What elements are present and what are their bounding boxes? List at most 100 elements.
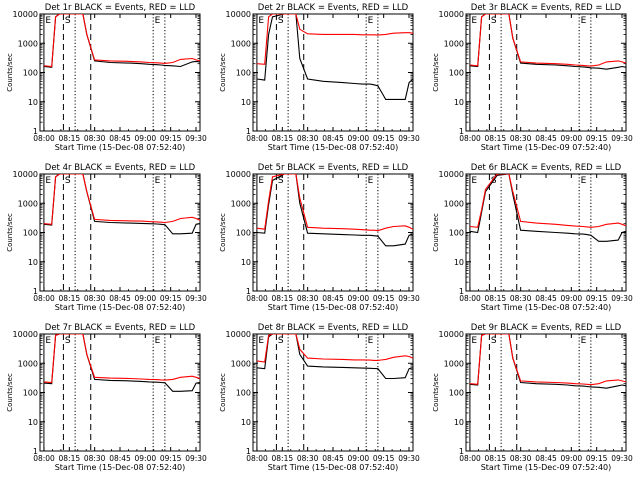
time-marker-label: S [65, 176, 71, 186]
plot-frame [252, 333, 414, 452]
y-tick-label: 100 [236, 69, 251, 78]
plot-frame [252, 173, 414, 292]
x-tick-label: 08:30 [84, 294, 106, 303]
x-tick-label: 09:15 [373, 134, 395, 143]
x-tick-label: 08:30 [510, 454, 532, 463]
plot-frame [252, 13, 414, 132]
y-tick-label: 10 [28, 418, 38, 427]
lld-series-line [43, 334, 200, 384]
y-axis-label: Counts/sec [219, 53, 227, 92]
x-tick-label: 09:15 [586, 454, 608, 463]
events-series-line [469, 14, 626, 70]
y-tick-label: 10 [241, 98, 251, 107]
x-tick-label: 08:30 [510, 134, 532, 143]
x-tick-label: 08:15 [272, 454, 294, 463]
x-tick-label: 08:00 [33, 294, 55, 303]
time-marker-label: S [491, 16, 497, 26]
time-marker-label: E [471, 336, 477, 346]
time-marker-label: E [471, 16, 477, 26]
x-tick-label: 08:45 [535, 454, 557, 463]
events-series-line [256, 334, 413, 380]
events-series-line [256, 14, 413, 100]
x-tick-label: 08:30 [297, 134, 319, 143]
y-tick-label: 100 [449, 389, 464, 398]
time-marker-label: E [368, 336, 374, 346]
det-panel-1: Det 1r BLACK = Events, RED = LLD 1 10 100 10… [6, 3, 207, 152]
x-tick-label: 08:00 [459, 134, 481, 143]
y-tick-label: 10 [454, 418, 464, 427]
x-tick-label: 08:00 [459, 294, 481, 303]
time-marker-label: S [491, 336, 497, 346]
plot-frame [465, 13, 627, 132]
y-tick-label: 1 [459, 127, 464, 136]
y-tick-label: 1000 [18, 39, 38, 48]
y-tick-label: 100 [236, 229, 251, 238]
x-tick-label: 09:15 [160, 134, 182, 143]
events-series-line [469, 334, 626, 389]
lld-series-line [256, 174, 413, 232]
time-marker-label: E [155, 336, 161, 346]
y-tick-label: 100 [23, 389, 38, 398]
time-marker-label: E [258, 16, 264, 26]
y-tick-label: 1000 [231, 359, 251, 368]
x-tick-label: 08:30 [297, 294, 319, 303]
lld-series-line [469, 14, 626, 67]
y-tick-label: 10 [28, 98, 38, 107]
y-tick-label: 10 [454, 258, 464, 267]
x-tick-label: 08:00 [246, 294, 268, 303]
y-tick-label: 10000 [13, 170, 38, 179]
x-tick-label: 08:45 [109, 294, 131, 303]
x-axis-label: Start Time (15-Dec-08 07:52:40) [55, 303, 186, 312]
x-tick-label: 09:30 [398, 134, 420, 143]
y-tick-label: 1000 [18, 199, 38, 208]
time-marker-label: E [581, 176, 587, 186]
y-tick-label: 10000 [226, 330, 251, 339]
events-series-line [256, 174, 413, 247]
x-tick-label: 08:15 [59, 134, 81, 143]
panel-title: Det 5r BLACK = Events, RED = LLD [258, 163, 409, 173]
x-tick-label: 09:15 [160, 294, 182, 303]
y-tick-label: 1 [33, 447, 38, 456]
det-panel-3: Det 3r BLACK = Events, RED = LLD 1 10 100 10… [432, 3, 633, 152]
x-tick-label: 09:30 [398, 454, 420, 463]
x-tick-label: 09:15 [160, 454, 182, 463]
x-tick-label: 08:00 [33, 134, 55, 143]
x-tick-label: 09:30 [185, 134, 207, 143]
x-axis-label: Start Time (15-Dec-08 07:52:40) [55, 143, 186, 152]
x-tick-label: 09:30 [398, 294, 420, 303]
x-tick-label: 09:00 [348, 294, 370, 303]
x-tick-label: 08:45 [535, 294, 557, 303]
time-marker-label: E [258, 176, 264, 186]
x-tick-label: 08:45 [322, 294, 344, 303]
time-marker-label: S [491, 176, 497, 186]
det-panel-8: Det 8r BLACK = Events, RED = LLD 1 10 100 10… [219, 323, 420, 472]
y-tick-label: 1000 [444, 199, 464, 208]
det-panel-7: Det 7r BLACK = Events, RED = LLD 1 10 100 10… [6, 323, 207, 472]
events-series-line [43, 174, 200, 235]
x-tick-label: 08:00 [33, 454, 55, 463]
y-tick-label: 1000 [231, 199, 251, 208]
x-tick-label: 09:00 [135, 294, 157, 303]
y-tick-label: 10000 [226, 10, 251, 19]
x-tick-label: 08:15 [272, 294, 294, 303]
y-axis-label: Counts/sec [432, 373, 440, 412]
y-axis-label: Counts/sec [219, 373, 227, 412]
det-panel-9: Det 9r BLACK = Events, RED = LLD 1 10 100 10… [432, 323, 633, 472]
y-tick-label: 10000 [13, 330, 38, 339]
y-tick-label: 10000 [439, 330, 464, 339]
lld-series-line [256, 334, 413, 363]
x-tick-label: 08:30 [84, 454, 106, 463]
y-tick-label: 100 [23, 229, 38, 238]
time-marker-label: E [471, 176, 477, 186]
det-panel-4: Det 4r BLACK = Events, RED = LLD 1 10 100 10… [6, 163, 207, 312]
y-tick-label: 100 [23, 69, 38, 78]
x-tick-label: 08:00 [459, 454, 481, 463]
y-tick-label: 1 [246, 447, 251, 456]
x-tick-label: 09:00 [135, 134, 157, 143]
time-marker-label: E [368, 176, 374, 186]
x-axis-label: Start Time (15-Dec-08 07:52:40) [481, 303, 612, 312]
x-axis-label: Start Time (15-Dec-09 07:52:40) [481, 143, 612, 152]
panel-title: Det 4r BLACK = Events, RED = LLD [45, 163, 196, 173]
